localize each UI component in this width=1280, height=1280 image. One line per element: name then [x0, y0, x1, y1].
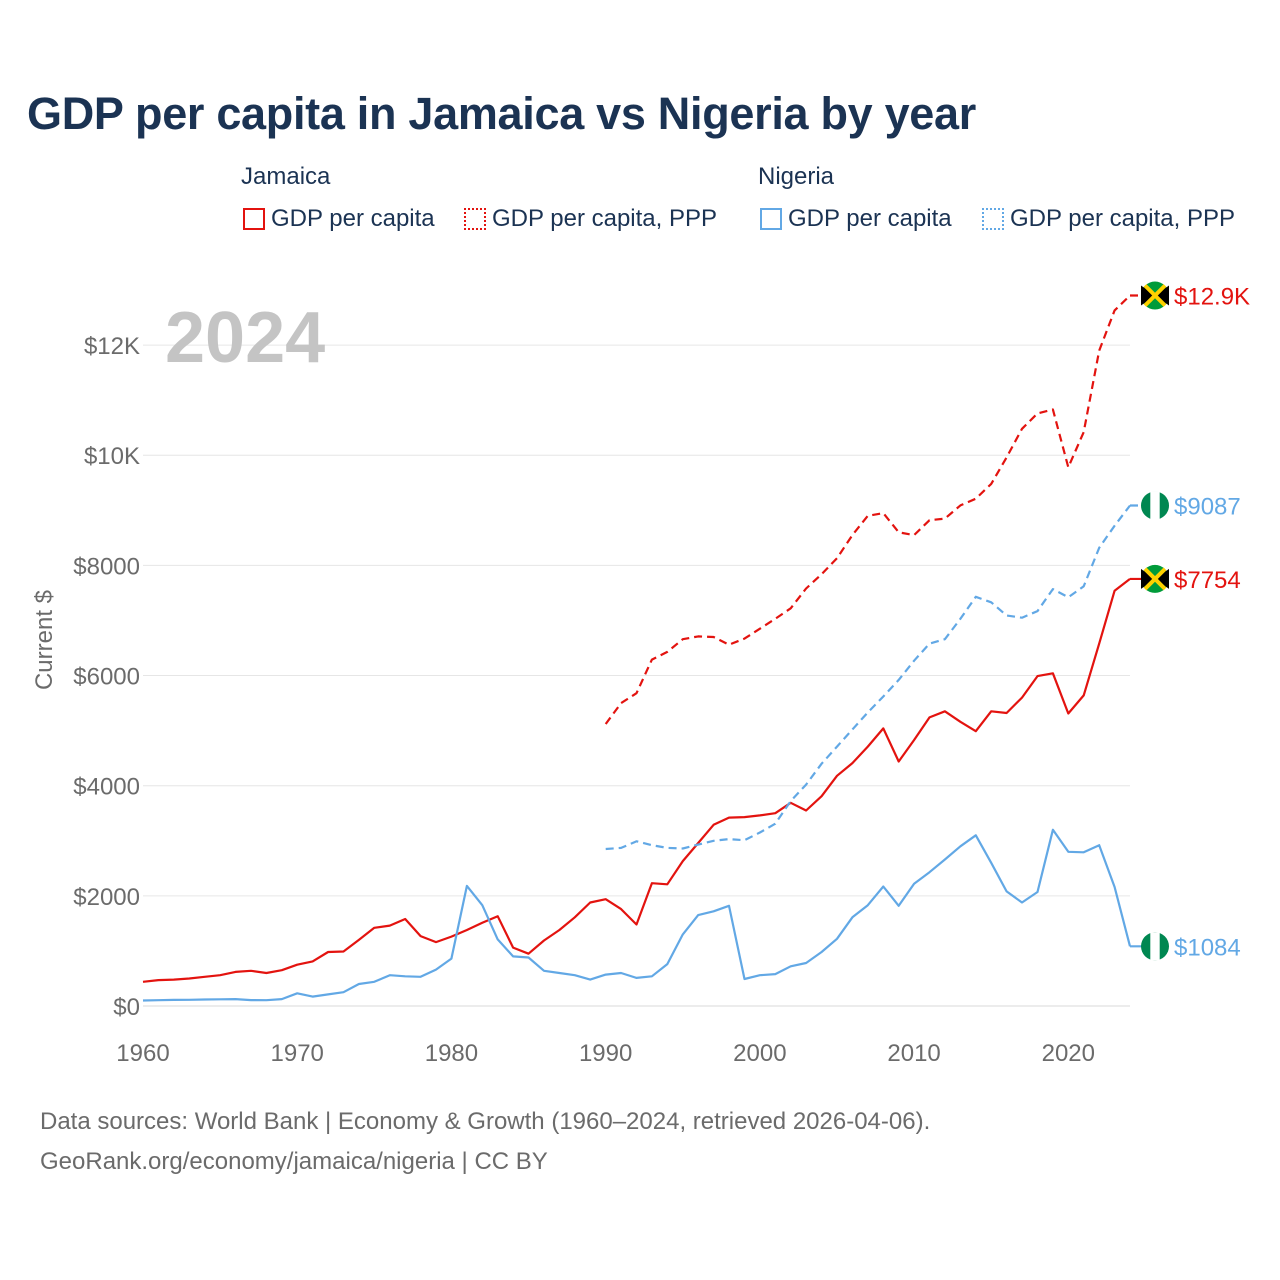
- x-tick-label: 2000: [733, 1040, 786, 1067]
- grid-lines: [143, 344, 1130, 1007]
- y-tick-label: $10K: [84, 443, 140, 470]
- flag-marker-jamaica: [1141, 564, 1169, 593]
- series-line-jamaica-gdp: [142, 578, 1131, 983]
- legend-label: GDP per capita, PPP: [1010, 205, 1235, 232]
- y-tick-label: $2000: [73, 884, 140, 911]
- end-value-label: $1084: [1174, 934, 1241, 961]
- source-line-1: Data sources: World Bank | Economy & Gro…: [40, 1108, 931, 1135]
- flag-saltire: [1143, 567, 1167, 591]
- series-lines: [142, 294, 1155, 1002]
- y-tick-label: $0: [113, 994, 140, 1021]
- x-axis-ticks: 1960 1970 1980 1990 2000 2010 2020: [116, 1040, 1095, 1067]
- series-line-jamaica-ppp: [604, 294, 1131, 725]
- legend-swatch-solid: [760, 208, 782, 230]
- end-value-label: $9087: [1174, 494, 1241, 521]
- legend-swatch-dotted: [982, 208, 1004, 230]
- legend-title-nigeria: Nigeria: [758, 163, 835, 190]
- end-value-label: $7754: [1174, 567, 1241, 594]
- year-watermark: 2024: [165, 298, 325, 378]
- flag-marker-jamaica: [1141, 281, 1169, 310]
- legend-item-jamaica-ppp[interactable]: GDP per capita, PPP: [464, 204, 717, 234]
- chart-title: GDP per capita in Jamaica vs Nigeria by …: [27, 88, 976, 139]
- x-tick-label: 1980: [425, 1040, 478, 1067]
- x-tick-label: 1960: [116, 1040, 169, 1067]
- flag-saltire: [1143, 284, 1167, 307]
- legend-swatch-solid: [243, 208, 265, 230]
- legend-item-jamaica-gdp[interactable]: GDP per capita: [243, 204, 435, 234]
- series-line-nigeria-gdp: [142, 828, 1132, 1002]
- legend-title-jamaica: Jamaica: [241, 163, 331, 190]
- legend-label: GDP per capita: [271, 205, 435, 232]
- end-value-label: $12.9K: [1174, 284, 1250, 311]
- y-axis-ticks: $0 $2000 $4000 $6000 $8000 $10K $12K: [73, 333, 140, 1021]
- legend-swatch-dotted: [464, 208, 486, 230]
- flag-marker-nigeria: [1141, 932, 1169, 961]
- legend-item-nigeria-ppp[interactable]: GDP per capita, PPP: [982, 204, 1235, 234]
- flag-marker-nigeria: [1141, 491, 1169, 520]
- flag-band: [1150, 491, 1160, 520]
- legend-item-nigeria-gdp[interactable]: GDP per capita: [760, 204, 952, 234]
- y-tick-label: $12K: [84, 333, 140, 360]
- series-line-nigeria-ppp: [605, 504, 1131, 851]
- flag-band: [1150, 932, 1160, 961]
- source-line-2: GeoRank.org/economy/jamaica/nigeria | CC…: [40, 1148, 548, 1175]
- end-markers: $7754 $12.9K $1084 $9087: [1141, 281, 1250, 961]
- y-tick-label: $6000: [73, 664, 140, 691]
- y-tick-label: $4000: [73, 774, 140, 801]
- legend-label: GDP per capita: [788, 205, 952, 232]
- y-axis-title: Current $: [31, 590, 58, 690]
- x-tick-label: 2010: [887, 1040, 940, 1067]
- y-tick-label: $8000: [73, 553, 140, 580]
- legend-label: GDP per capita, PPP: [492, 205, 717, 232]
- x-tick-label: 1990: [579, 1040, 632, 1067]
- x-tick-label: 1970: [271, 1040, 324, 1067]
- x-tick-label: 2020: [1042, 1040, 1095, 1067]
